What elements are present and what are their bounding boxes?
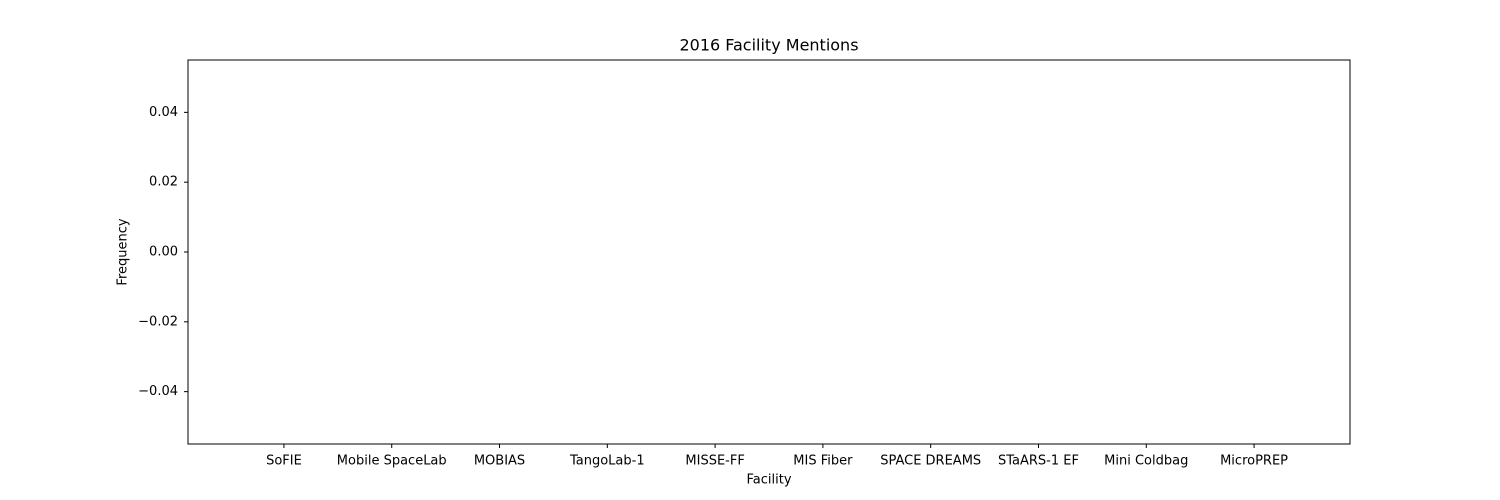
x-tick-label: MISSE-FF: [685, 454, 744, 469]
x-tick-label: SoFIE: [266, 454, 302, 469]
y-tick-label: −0.02: [138, 314, 178, 329]
y-tick-label: −0.04: [138, 384, 178, 399]
chart-title: 2016 Facility Mentions: [679, 36, 858, 55]
x-tick-label: MOBIAS: [474, 454, 525, 469]
x-tick-label: SPACE DREAMS: [880, 454, 981, 469]
x-tick-label: MIS Fiber: [793, 454, 853, 469]
x-tick-label: STaARS-1 EF: [998, 454, 1079, 469]
y-tick-label: 0.04: [149, 105, 178, 120]
x-tick-label: Mini Coldbag: [1104, 454, 1188, 469]
x-axis-label: Facility: [746, 473, 791, 488]
y-tick-label: 0.02: [149, 175, 178, 190]
y-axis-label: Frequency: [116, 218, 131, 285]
x-tick-label: Mobile SpaceLab: [337, 454, 447, 469]
x-tick-label: MicroPREP: [1220, 454, 1288, 469]
y-tick-label: 0.00: [149, 245, 178, 260]
plot-frame: [187, 59, 1351, 445]
x-tick-label: TangoLab-1: [569, 454, 645, 469]
